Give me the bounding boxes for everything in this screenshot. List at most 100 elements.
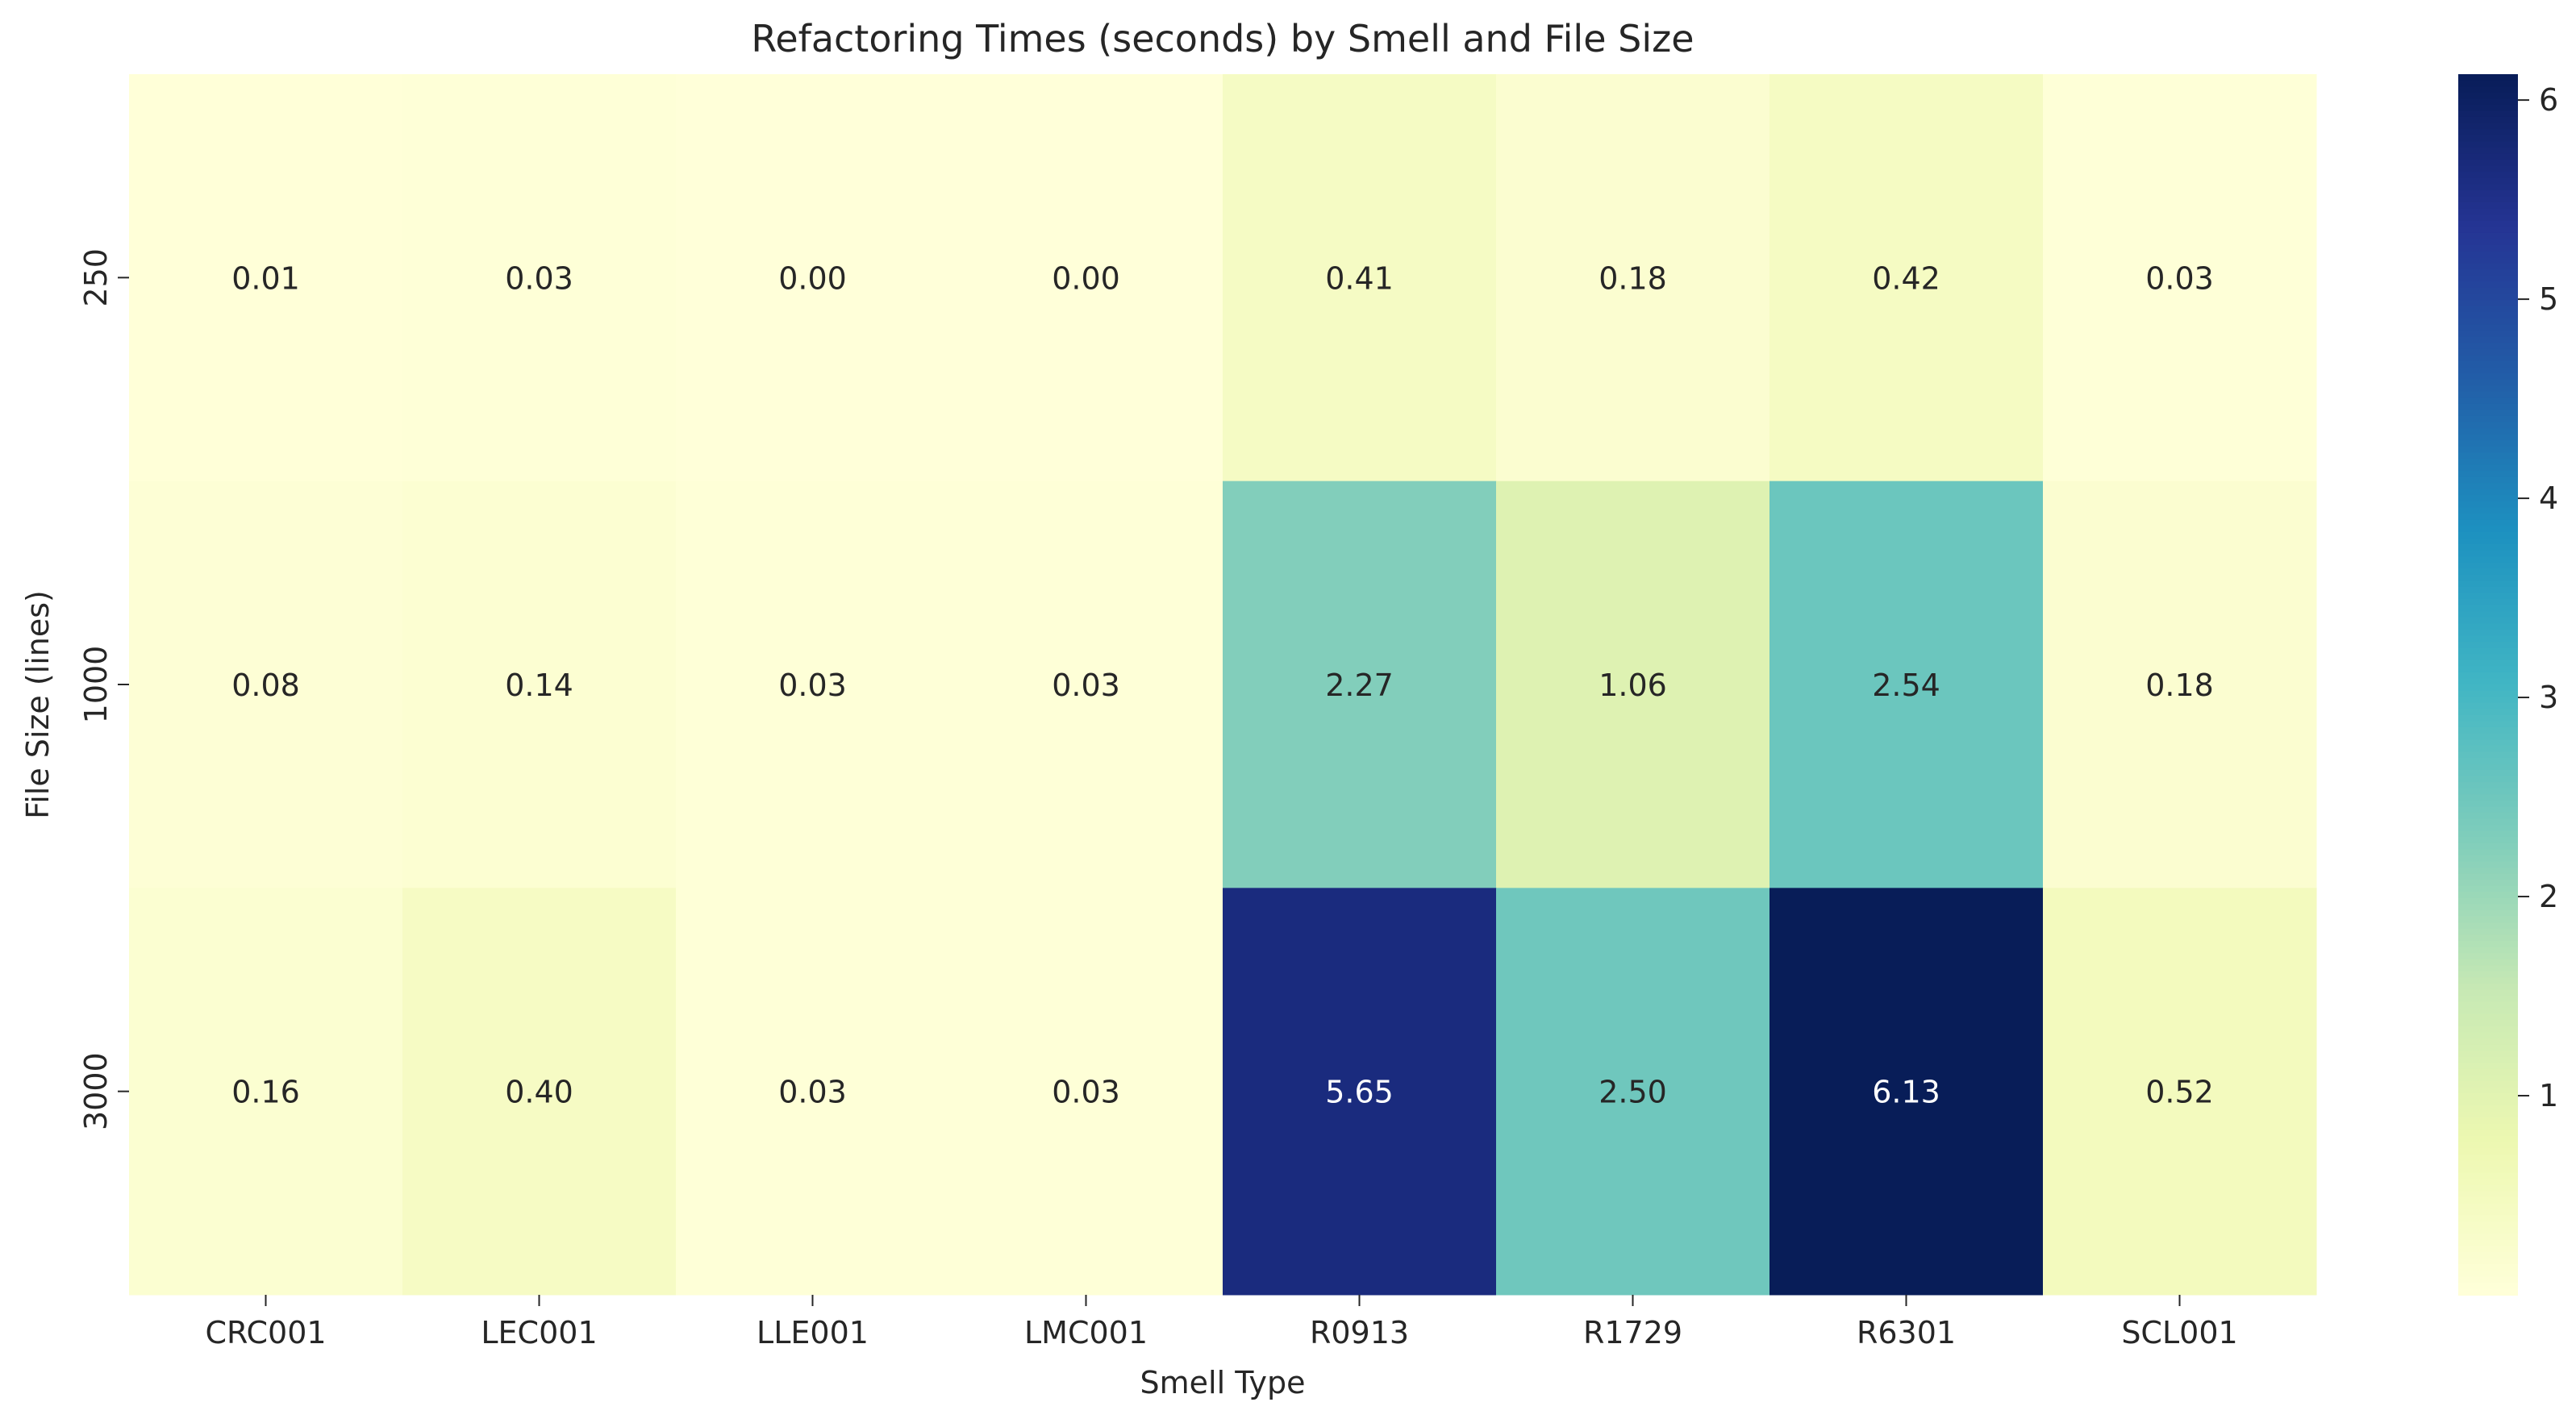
cell-value-label: 0.03 — [2145, 260, 2214, 296]
heatmap-cell — [949, 888, 1223, 1296]
colorbar-segment — [2458, 1203, 2518, 1211]
colorbar-segment — [2458, 1099, 2518, 1107]
colorbar-segment — [2458, 562, 2518, 570]
colorbar-segment — [2458, 507, 2518, 515]
y-tick-label: 3000 — [78, 1052, 114, 1130]
colorbar-segment — [2458, 312, 2518, 319]
colorbar-segment — [2458, 92, 2518, 100]
colorbar-segment — [2458, 959, 2518, 967]
x-axis-label: Smell Type — [1140, 1365, 1306, 1400]
colorbar-segment — [2458, 629, 2518, 637]
colorbar-segment — [2458, 751, 2518, 759]
colorbar-segment — [2458, 397, 2518, 405]
colorbar-segment — [2458, 1270, 2518, 1278]
colorbar-segment — [2458, 1013, 2518, 1021]
colorbar-segment — [2458, 367, 2518, 374]
colorbar-segment — [2458, 1196, 2518, 1205]
heatmap-cell — [676, 74, 950, 482]
colorbar-segment — [2458, 275, 2518, 283]
colorbar-segment — [2458, 1026, 2518, 1034]
heatmap-cell — [1223, 74, 1497, 482]
y-axis-ticks: 250 1000 3000 — [78, 248, 129, 1130]
colorbar-segment — [2458, 1239, 2518, 1247]
x-tick-label: SCL001 — [2121, 1315, 2237, 1350]
colorbar-segment — [2458, 1246, 2518, 1254]
colorbar-segment — [2458, 318, 2518, 326]
colorbar-segment — [2458, 440, 2518, 447]
colorbar-segment — [2458, 745, 2518, 753]
colorbar-segment — [2458, 1111, 2518, 1119]
colorbar-segment — [2458, 177, 2518, 185]
colorbar-segment — [2458, 501, 2518, 509]
cell-value-label: 0.16 — [231, 1075, 300, 1110]
colorbar-segment — [2458, 98, 2518, 106]
colorbar-segment — [2458, 355, 2518, 362]
colorbar-segment — [2458, 446, 2518, 454]
colorbar-segment — [2458, 947, 2518, 955]
cell-value-label: 0.03 — [778, 668, 847, 703]
colorbar-segment — [2458, 593, 2518, 601]
colorbar-segment — [2458, 1063, 2518, 1070]
colorbar-segment — [2458, 293, 2518, 302]
colorbar-segment — [2458, 599, 2518, 606]
heatmap-cell — [1496, 481, 1770, 888]
colorbar-segment — [2458, 953, 2518, 960]
heatmap-cell — [1769, 888, 2044, 1296]
colorbar-segment — [2458, 922, 2518, 930]
cell-value-label: 0.41 — [1325, 260, 1394, 296]
colorbar-segment — [2458, 1148, 2518, 1155]
colorbar-segment — [2458, 1038, 2518, 1046]
colorbar-segment — [2458, 1191, 2518, 1198]
colorbar-segment — [2458, 452, 2518, 460]
colorbar-segment — [2458, 471, 2518, 478]
colorbar-segment — [2458, 514, 2518, 521]
colorbar-segment — [2458, 1142, 2518, 1150]
colorbar-segment — [2458, 129, 2518, 136]
colorbar-segment — [2458, 776, 2518, 784]
colorbar-segment — [2458, 543, 2518, 551]
colorbar-segment — [2458, 659, 2518, 668]
x-tick-label: R1729 — [1583, 1315, 1682, 1350]
colorbar-segment — [2458, 1044, 2518, 1052]
colorbar-segment — [2458, 861, 2518, 869]
colorbar-segment — [2458, 1184, 2518, 1192]
x-tick-label: R6301 — [1857, 1315, 1956, 1350]
colorbar-segment — [2458, 1093, 2518, 1101]
colorbar-segment — [2458, 580, 2518, 588]
y-tick-label: 250 — [78, 248, 114, 307]
colorbar-segment — [2458, 531, 2518, 539]
colorbar-segment — [2458, 410, 2518, 417]
cell-value-label: 0.01 — [231, 260, 300, 296]
x-tick-label: R0913 — [1310, 1315, 1409, 1350]
colorbar-segment — [2458, 1282, 2518, 1290]
colorbar-segment — [2458, 983, 2518, 991]
colorbar-segment — [2458, 306, 2518, 314]
colorbar-tick-label: 5 — [2539, 281, 2558, 317]
colorbar-segment — [2458, 1288, 2518, 1296]
cell-value-label: 0.00 — [778, 260, 847, 296]
cell-value-label: 0.42 — [1872, 260, 1940, 296]
colorbar-segment — [2458, 971, 2518, 979]
colorbar-segment — [2458, 605, 2518, 613]
colorbar-segment — [2458, 642, 2518, 649]
colorbar-segment — [2458, 806, 2518, 813]
colorbar-segment — [2458, 916, 2518, 924]
colorbar-segment — [2458, 348, 2518, 356]
colorbar-segment — [2458, 1068, 2518, 1076]
heatmap-cell — [402, 74, 677, 482]
colorbar-segment — [2458, 343, 2518, 350]
colorbar-segment — [2458, 153, 2518, 160]
colorbar-segment — [2458, 464, 2518, 472]
colorbar-segment — [2458, 239, 2518, 246]
colorbar-segment — [2458, 141, 2518, 148]
colorbar-segment — [2458, 1020, 2518, 1027]
colorbar-segment — [2458, 434, 2518, 442]
cell-value-label: 0.03 — [505, 260, 573, 296]
cell-value-label: 0.14 — [505, 668, 573, 703]
colorbar-segment — [2458, 635, 2518, 643]
colorbar-segment — [2458, 123, 2518, 131]
heatmap-cell — [402, 481, 677, 888]
colorbar-segment — [2458, 788, 2518, 796]
colorbar-segment — [2458, 794, 2518, 801]
colorbar-segment — [2458, 556, 2518, 564]
